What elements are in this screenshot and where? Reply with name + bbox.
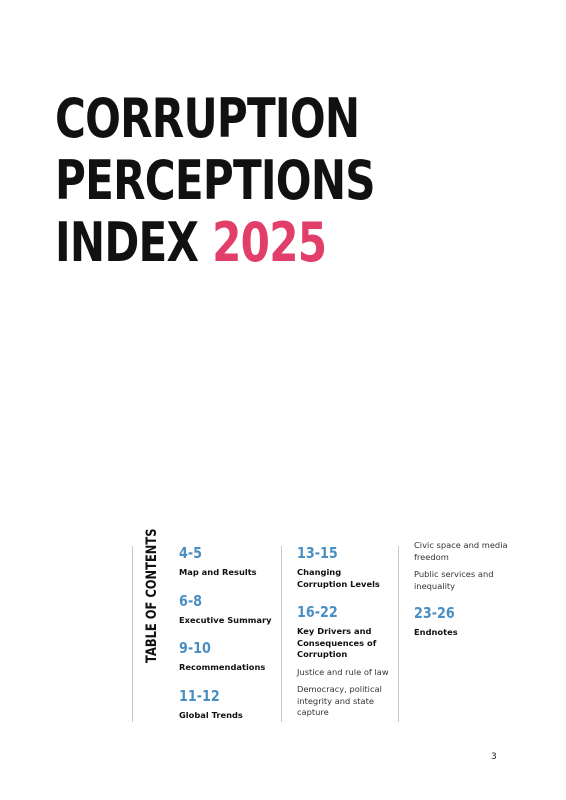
toc-entry[interactable]: 16-22 Key Drivers and Consequences of Co…	[297, 603, 389, 719]
toc-entry[interactable]: 9-10 Recommendations	[179, 639, 289, 674]
toc-heading: Key Drivers and Consequences of Corrupti…	[297, 626, 377, 659]
toc-pages: 9-10	[179, 639, 211, 657]
toc-subheading[interactable]: Public services and inequality	[414, 569, 494, 591]
toc-entry[interactable]: 23-26 Endnotes	[414, 604, 510, 639]
table-of-contents: 4-5 Map and Results 6-8 Executive Summar…	[132, 540, 512, 722]
toc-pages: 11-12	[179, 686, 220, 705]
title-index-word: INDEX	[55, 211, 199, 274]
page-number: 3	[491, 752, 497, 762]
toc-heading: Changing Corruption Levels	[297, 567, 380, 589]
toc-subheading[interactable]: Civic space and media freedom	[414, 540, 508, 562]
toc-subheading: Democracy, political integrity and state…	[297, 684, 382, 717]
toc-divider-1	[132, 546, 133, 722]
toc-pages: 13-15	[297, 544, 338, 562]
toc-entry[interactable]: 4-5 Map and Results	[179, 544, 289, 579]
toc-pages: 6-8	[179, 591, 203, 610]
title-year: 2025	[212, 211, 327, 274]
toc-subheading: Justice and rule of law	[297, 666, 389, 677]
toc-pages: 23-26	[414, 604, 455, 622]
title-line-3: INDEX 2025	[55, 212, 375, 274]
toc-entry[interactable]: 11-12 Global Trends	[179, 687, 289, 722]
toc-heading: Recommendations	[179, 662, 266, 672]
toc-heading: Map and Results	[179, 567, 257, 577]
toc-pages: 4-5	[179, 544, 203, 562]
report-title: CORRUPTION PERCEPTIONS INDEX 2025	[55, 87, 376, 274]
toc-column-2: 13-15 Changing Corruption Levels 16-22 K…	[297, 544, 389, 732]
toc-column-3: Civic space and media freedom Public ser…	[414, 540, 510, 652]
toc-entry[interactable]: 13-15 Changing Corruption Levels	[297, 544, 389, 590]
toc-heading: Global Trends	[179, 709, 243, 720]
toc-heading: Endnotes	[414, 627, 458, 637]
toc-divider-2	[281, 546, 282, 722]
toc-divider-3	[398, 546, 399, 722]
title-line-2: PERCEPTIONS	[55, 149, 376, 212]
toc-pages: 16-22	[297, 603, 338, 621]
toc-entry[interactable]: 6-8 Executive Summary	[179, 592, 289, 627]
toc-column-1: 4-5 Map and Results 6-8 Executive Summar…	[179, 544, 289, 734]
title-line-1: CORRUPTION	[55, 87, 360, 150]
toc-heading: Executive Summary	[179, 614, 272, 625]
